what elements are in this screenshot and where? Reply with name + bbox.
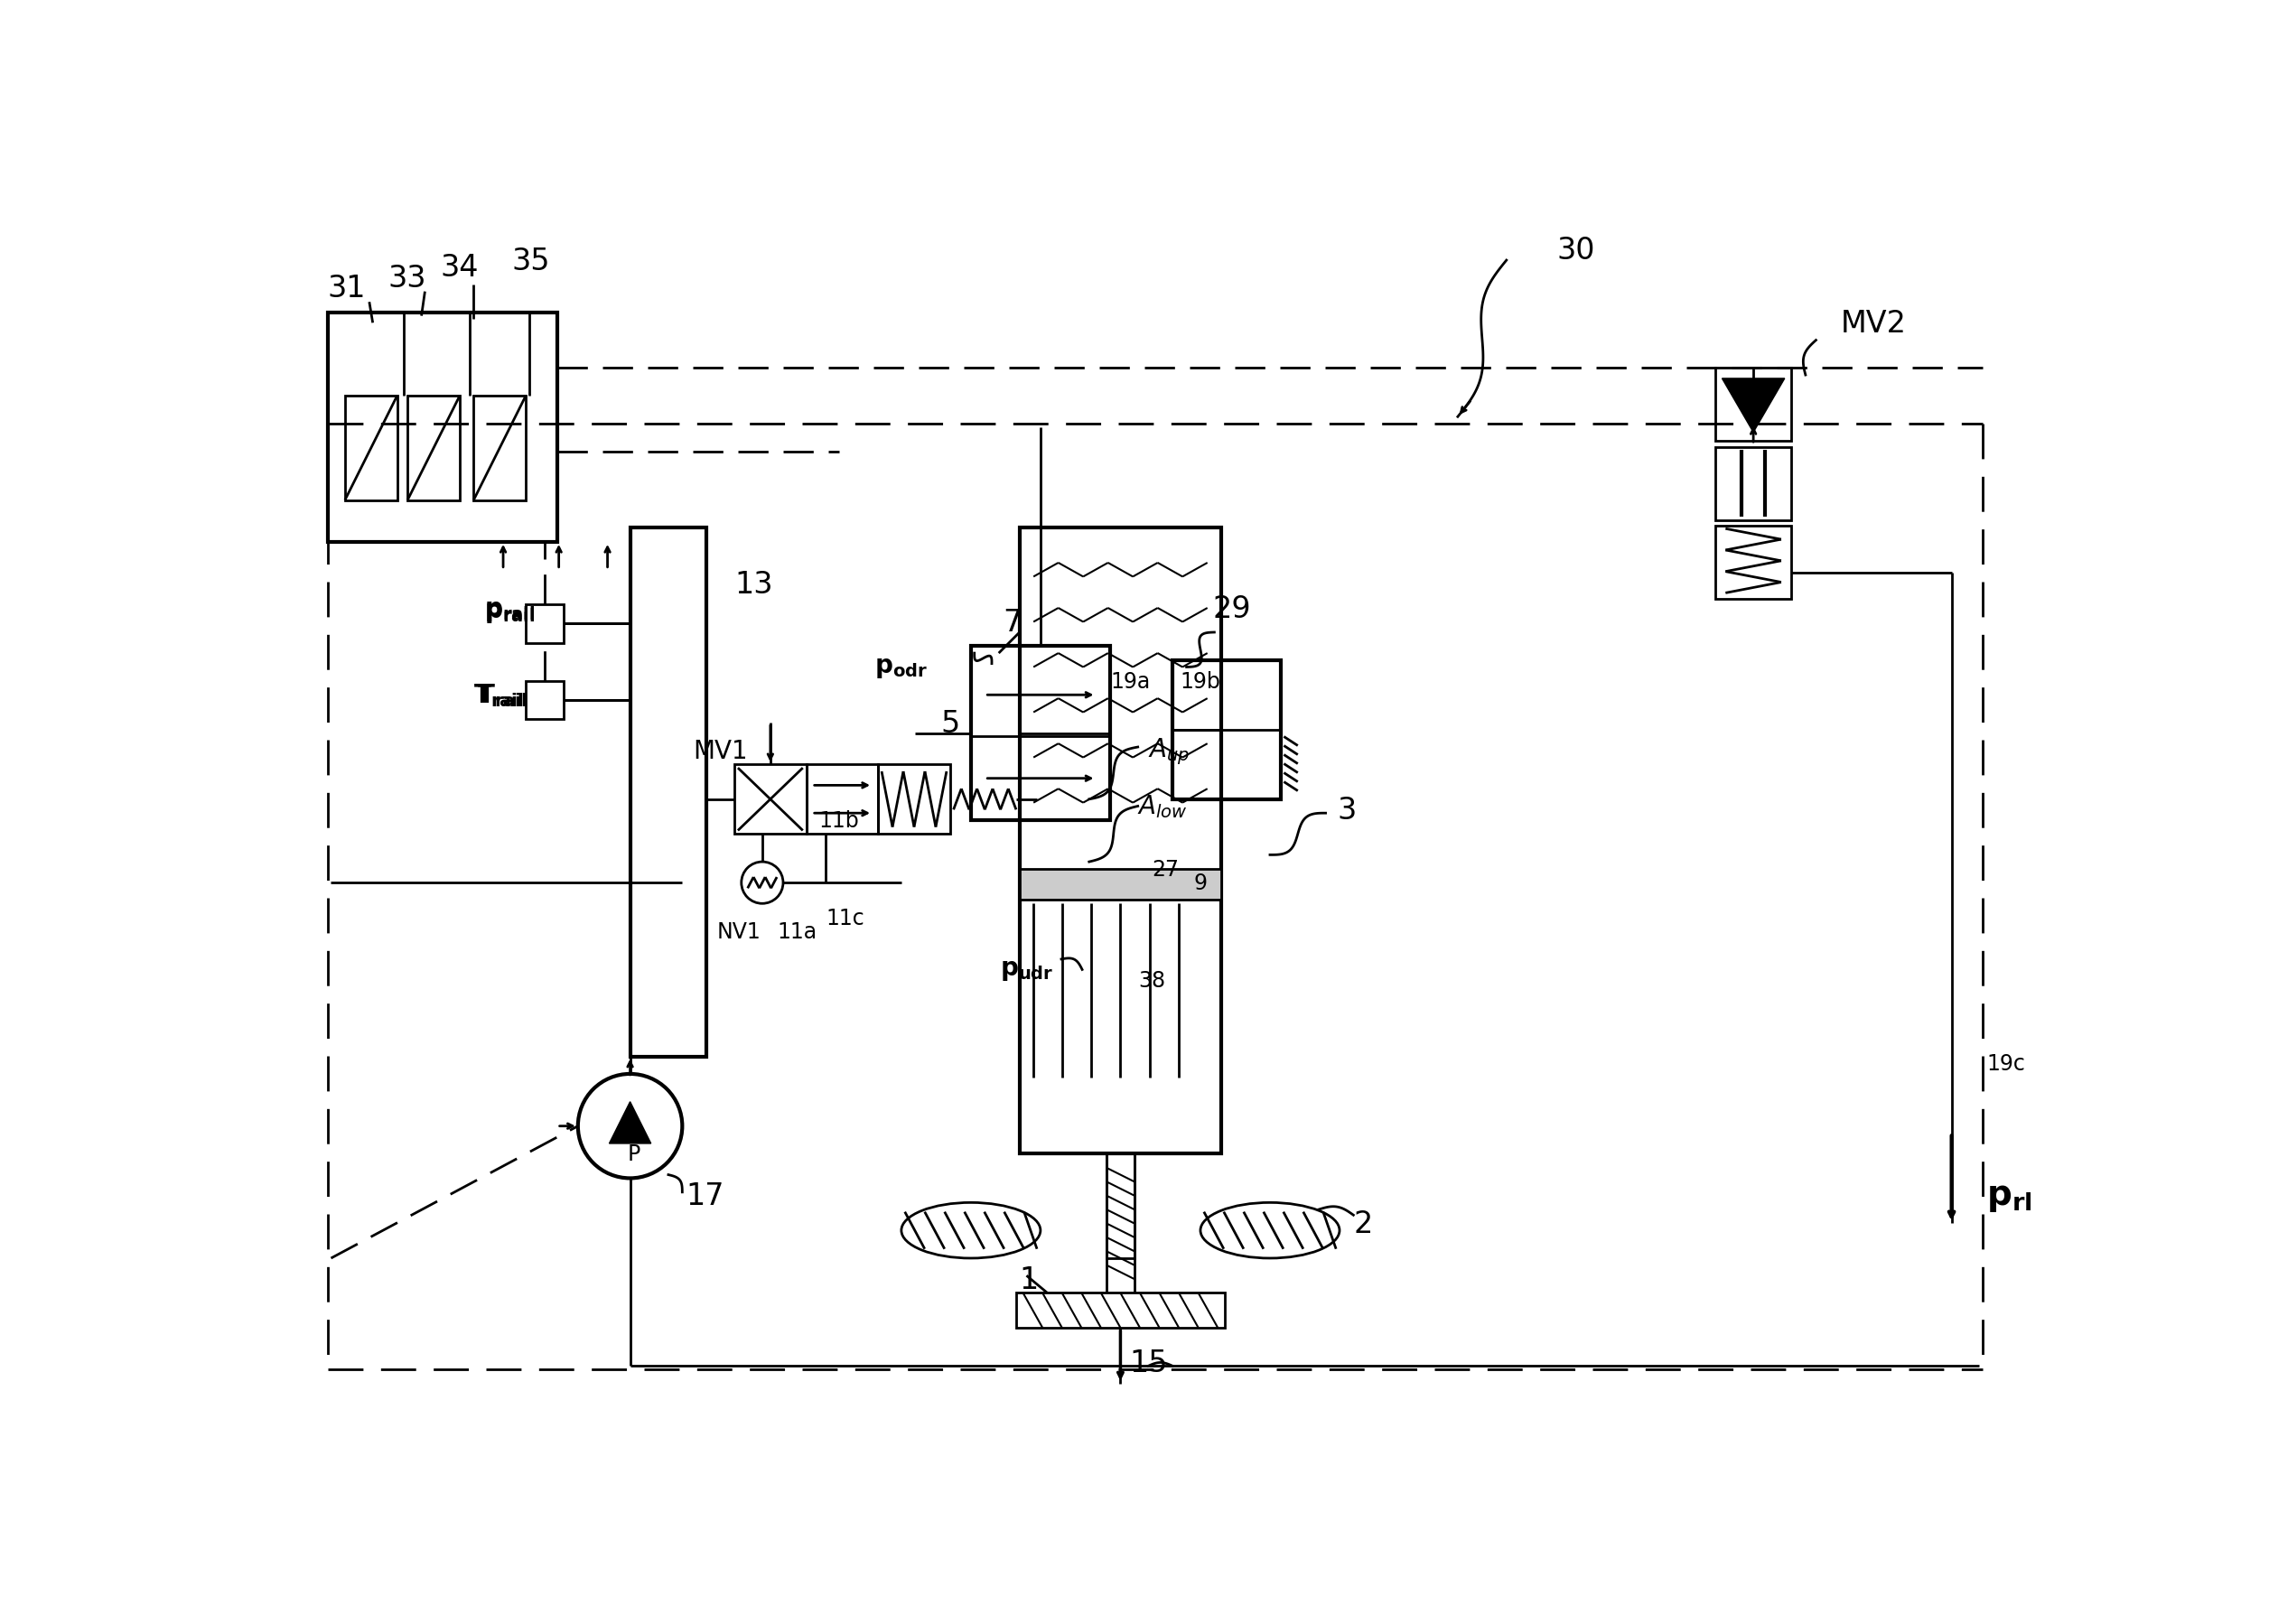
Text: $\mathbf{p_{rail}}$: $\mathbf{p_{rail}}$: [483, 599, 535, 625]
Text: $A_{low}$: $A_{low}$: [1137, 793, 1187, 820]
Text: $\mathbf{T_{rail}}$: $\mathbf{T_{rail}}$: [474, 682, 524, 708]
Text: 17: 17: [685, 1181, 724, 1212]
Bar: [327, 313, 558, 542]
Text: $\mathbf{p_{udr}}$: $\mathbf{p_{udr}}$: [1001, 957, 1053, 983]
Text: 31: 31: [327, 274, 365, 304]
Text: 1: 1: [1019, 1265, 1039, 1294]
Bar: [1019, 869, 1221, 900]
Text: 29: 29: [1212, 593, 1250, 624]
Bar: [474, 396, 526, 500]
Text: 19b: 19b: [1180, 671, 1221, 692]
Text: 11b: 11b: [819, 810, 860, 831]
Text: 38: 38: [1139, 970, 1166, 991]
Text: 7: 7: [1003, 607, 1023, 637]
Text: 15: 15: [1130, 1348, 1169, 1377]
Bar: [805, 765, 878, 835]
Bar: [1019, 528, 1221, 1155]
Text: 11c: 11c: [826, 906, 864, 929]
Text: 34: 34: [440, 253, 479, 283]
Text: $\mathbf{p_{rl}}$: $\mathbf{p_{rl}}$: [1985, 1179, 2033, 1213]
Text: NV1: NV1: [717, 921, 760, 942]
Text: 5: 5: [939, 708, 960, 737]
Bar: [526, 682, 565, 719]
Text: 11a: 11a: [776, 921, 817, 942]
Text: 30: 30: [1557, 235, 1595, 265]
Text: MV2: MV2: [1840, 309, 1906, 338]
Bar: [1173, 661, 1280, 799]
Text: 35: 35: [513, 245, 551, 276]
Text: 27: 27: [1153, 859, 1180, 880]
Text: 19c: 19c: [1985, 1052, 2024, 1075]
Bar: [1715, 369, 1793, 442]
Text: P: P: [626, 1143, 640, 1164]
Bar: [1715, 526, 1793, 599]
Text: $A_{up}$: $A_{up}$: [1148, 736, 1189, 767]
Text: 19a: 19a: [1112, 671, 1150, 692]
Bar: [735, 765, 805, 835]
Text: 13: 13: [735, 570, 774, 599]
Polygon shape: [1722, 378, 1786, 434]
Bar: [1017, 1293, 1225, 1328]
Bar: [1715, 448, 1793, 520]
Text: $\mathbf{T_{rail}}$: $\mathbf{T_{rail}}$: [476, 682, 526, 708]
Text: $\mathbf{p_{odr}}$: $\mathbf{p_{odr}}$: [876, 654, 928, 680]
Bar: [631, 528, 706, 1057]
Bar: [971, 646, 1110, 820]
Text: 3: 3: [1336, 796, 1357, 825]
Text: MV1: MV1: [692, 739, 747, 763]
Text: 9: 9: [1193, 872, 1207, 893]
Bar: [526, 606, 565, 643]
Bar: [878, 765, 951, 835]
Bar: [345, 396, 397, 500]
Bar: [1107, 1155, 1134, 1259]
Bar: [408, 396, 461, 500]
Text: $\mathbf{p_{rail}}$: $\mathbf{p_{rail}}$: [483, 598, 535, 624]
Text: 2: 2: [1352, 1208, 1373, 1239]
Text: 33: 33: [388, 263, 427, 294]
Polygon shape: [610, 1103, 651, 1143]
